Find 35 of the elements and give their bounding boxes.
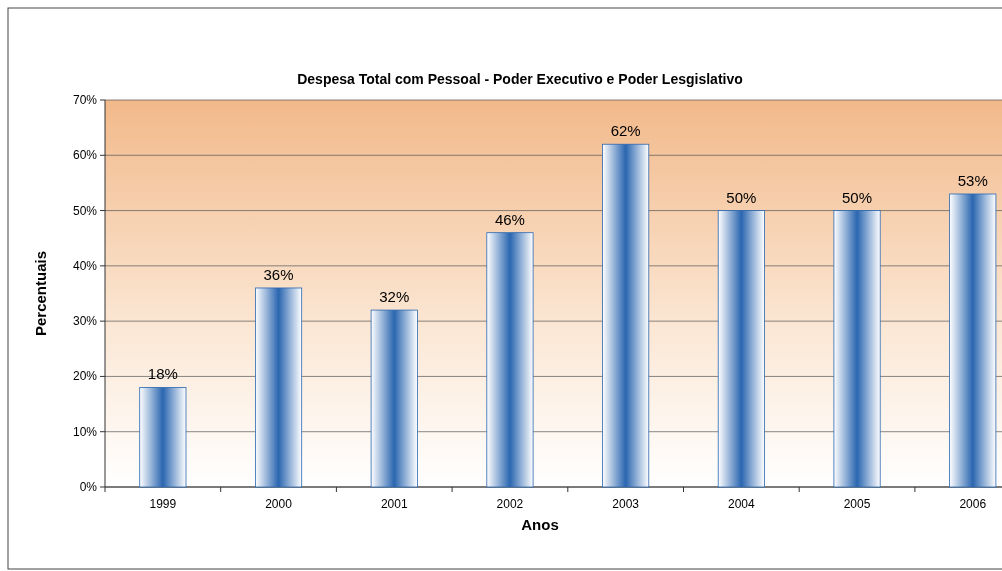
x-tick-label: 2002 <box>496 497 524 511</box>
y-tick-label: 50% <box>72 203 98 218</box>
bar <box>949 193 997 488</box>
y-tick-label: 60% <box>72 148 98 163</box>
x-tick-label: 2004 <box>728 497 756 511</box>
x-tick-label: 1999 <box>149 497 177 511</box>
y-tick-label: 20% <box>72 369 98 384</box>
y-tick-label: 70% <box>72 93 98 107</box>
y-tick-label: 40% <box>72 258 98 273</box>
data-label: 32% <box>379 288 410 306</box>
x-tick-label: 2006 <box>959 497 987 511</box>
bar <box>370 309 418 488</box>
chart-title: Despesa Total com Pessoal - Poder Executivo e Poder Lesgislativo <box>297 71 743 87</box>
bar <box>833 210 881 488</box>
data-label: 62% <box>610 122 641 140</box>
data-label: 50% <box>842 188 873 206</box>
bar <box>255 287 303 488</box>
x-axis-title: Anos <box>521 516 559 533</box>
data-label: 46% <box>494 210 525 228</box>
y-tick-label: 10% <box>72 424 98 439</box>
x-tick-label: 2000 <box>265 497 293 511</box>
data-label: 36% <box>263 265 294 283</box>
x-tick-label: 2003 <box>612 497 640 511</box>
y-axis-title: Percentuais <box>32 250 49 337</box>
data-label: 18% <box>147 365 178 383</box>
data-label: 50% <box>726 188 757 206</box>
bar <box>486 232 534 488</box>
data-label: 53% <box>957 171 988 189</box>
x-tick-label: 2001 <box>380 497 408 511</box>
bar <box>602 143 650 488</box>
x-tick-label: 2005 <box>843 497 871 511</box>
y-tick-label: 0% <box>79 480 98 494</box>
bar <box>717 210 765 488</box>
bar <box>139 387 187 488</box>
y-tick-label: 30% <box>72 314 98 329</box>
